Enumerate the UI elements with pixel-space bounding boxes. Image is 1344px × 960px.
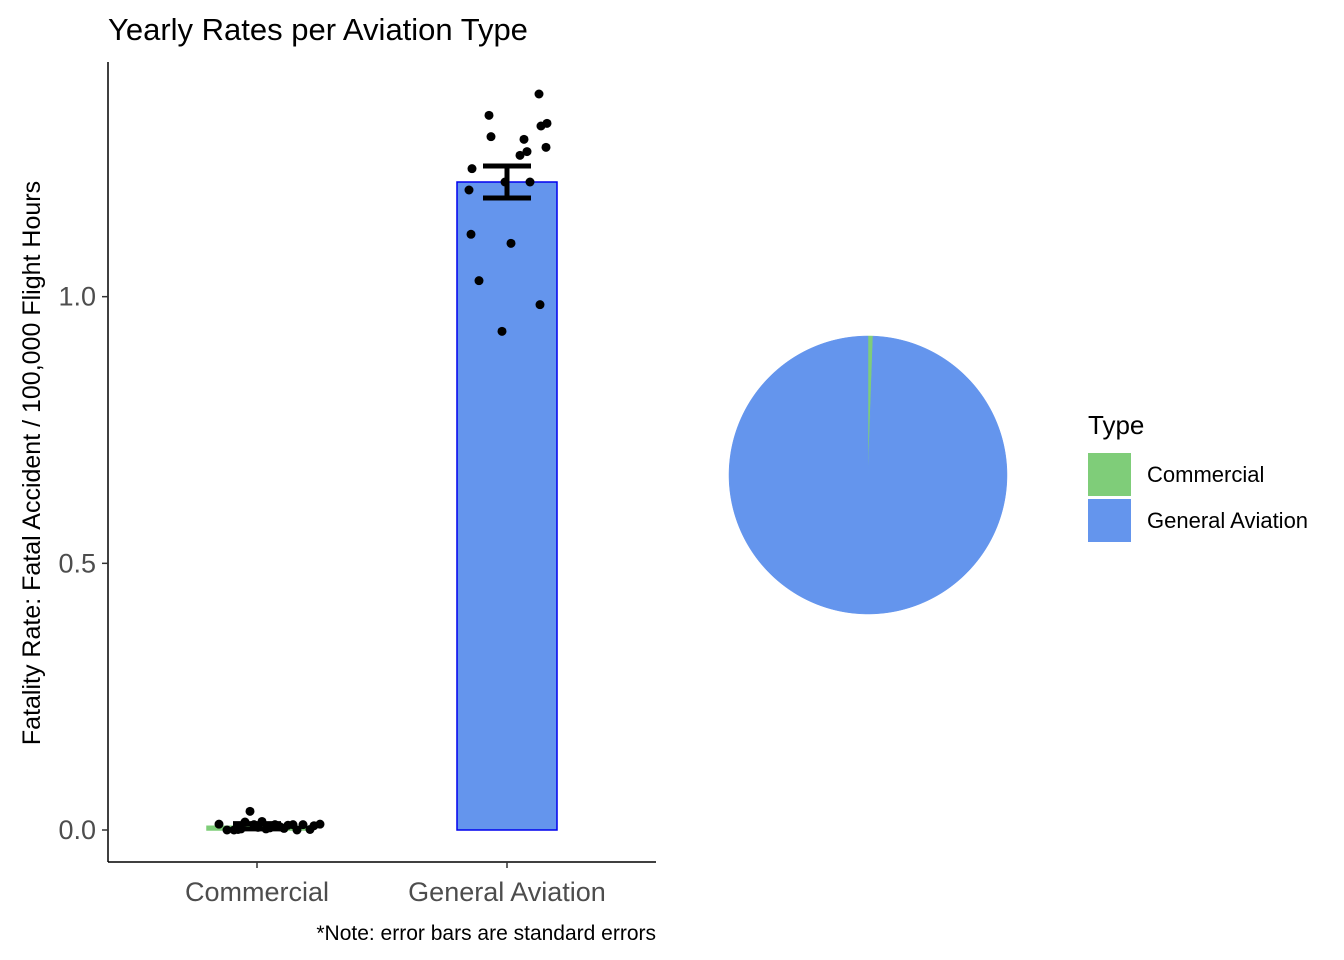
y-tick-label: 1.0 bbox=[58, 282, 96, 312]
legend: Type Commercial General Aviation bbox=[1088, 410, 1308, 542]
data-point bbox=[466, 229, 476, 239]
legend-title: Type bbox=[1088, 410, 1144, 440]
y-tick-label: 0.0 bbox=[58, 815, 96, 845]
data-point bbox=[240, 817, 250, 827]
legend-items: Commercial General Aviation bbox=[1088, 453, 1308, 542]
data-point bbox=[500, 177, 510, 187]
data-point bbox=[534, 89, 544, 99]
data-point bbox=[222, 825, 232, 835]
chart-caption: *Note: error bars are standard errors bbox=[316, 922, 656, 945]
pie-chart bbox=[728, 335, 1008, 615]
chart-title: Yearly Rates per Aviation Type bbox=[108, 12, 528, 47]
points-layer bbox=[214, 89, 552, 835]
data-point bbox=[506, 238, 516, 248]
legend-swatch bbox=[1088, 453, 1131, 496]
data-point bbox=[245, 806, 255, 816]
data-point bbox=[214, 819, 224, 829]
x-tick-label: General Aviation bbox=[408, 877, 606, 907]
x-tick-label: Commercial bbox=[185, 877, 329, 907]
y-axis-title: Fatality Rate: Fatal Accident / 100,000 … bbox=[18, 181, 46, 745]
data-point bbox=[497, 326, 507, 336]
data-point bbox=[535, 300, 545, 310]
data-point bbox=[541, 142, 551, 152]
legend-label: Commercial bbox=[1147, 462, 1264, 487]
data-point bbox=[467, 164, 477, 174]
data-point bbox=[315, 819, 325, 829]
y-ticks-layer: 0.0 0.5 1.0 bbox=[58, 282, 108, 845]
data-point bbox=[484, 110, 494, 120]
data-point bbox=[464, 185, 474, 195]
legend-swatch bbox=[1088, 499, 1131, 542]
bar bbox=[456, 181, 558, 831]
data-point bbox=[525, 177, 535, 187]
data-point bbox=[515, 150, 525, 160]
data-point bbox=[474, 276, 484, 286]
y-tick-label: 0.5 bbox=[58, 548, 96, 578]
bars-layer bbox=[206, 181, 558, 831]
bar-chart-panel: 0.0 0.5 1.0 Commercial General Aviation bbox=[58, 62, 656, 907]
data-point bbox=[522, 147, 532, 157]
data-point bbox=[519, 134, 529, 144]
pie-slice bbox=[728, 335, 1008, 615]
data-point bbox=[236, 824, 246, 834]
data-point bbox=[257, 816, 267, 826]
data-point bbox=[486, 132, 496, 142]
data-point bbox=[298, 820, 308, 830]
legend-label: General Aviation bbox=[1147, 508, 1308, 533]
data-point bbox=[292, 825, 302, 835]
x-ticks-layer: Commercial General Aviation bbox=[185, 862, 606, 907]
data-point bbox=[542, 118, 552, 128]
